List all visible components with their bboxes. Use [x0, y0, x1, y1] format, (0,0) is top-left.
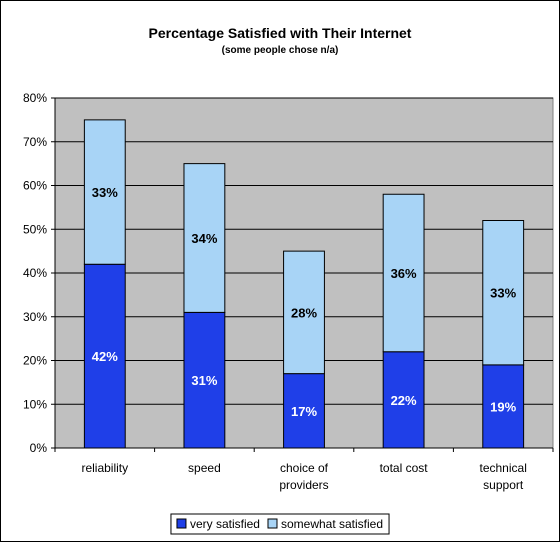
- legend-label: somewhat satisfied: [281, 517, 383, 531]
- y-tick-label: 70%: [23, 135, 47, 149]
- y-tick-label: 80%: [23, 91, 47, 105]
- x-category-label: speed: [188, 461, 221, 475]
- bar-segment: [482, 220, 525, 366]
- y-tick-label: 30%: [23, 310, 47, 324]
- data-label: 33%: [92, 185, 118, 200]
- x-category-label: technical support: [480, 461, 527, 492]
- gridlines: [55, 97, 553, 405]
- data-label: 31%: [191, 373, 217, 388]
- bar-segment: [83, 119, 126, 265]
- bar-segment: [183, 311, 226, 449]
- chart-subtitle: (some people chose n/a): [222, 45, 339, 56]
- y-tick-label: 0%: [30, 441, 48, 455]
- bar-segment: [83, 263, 126, 449]
- y-tick-label: 10%: [23, 397, 47, 411]
- bar-segment: [283, 250, 325, 375]
- data-label: 36%: [391, 266, 417, 281]
- data-label: 28%: [291, 305, 317, 320]
- x-category-label: choice of providers: [279, 461, 328, 492]
- legend-swatch: [176, 518, 187, 529]
- data-label: 34%: [191, 231, 217, 246]
- data-label: 17%: [291, 404, 317, 419]
- bar-segment: [382, 193, 425, 353]
- bar-segment: [283, 373, 325, 449]
- data-label: 19%: [490, 399, 516, 414]
- legend-swatch: [267, 518, 278, 529]
- legend-box: [170, 513, 390, 535]
- bar-segment: [382, 351, 425, 449]
- legend-item: very satisfied: [176, 517, 260, 531]
- bars: [83, 119, 525, 449]
- y-axis-ticks: 0% 10% 20% 30% 40% 50% 60% 70% 80%: [23, 91, 55, 455]
- data-label: 42%: [92, 349, 118, 364]
- legend: very satisfied somewhat satisfied: [170, 513, 390, 535]
- chart-title: Percentage Satisfied with Their Internet: [149, 25, 412, 41]
- data-label: 33%: [490, 286, 516, 301]
- data-label: 22%: [391, 393, 417, 408]
- y-tick-label: 40%: [23, 266, 47, 280]
- legend-label: very satisfied: [190, 517, 260, 531]
- y-tick-label: 20%: [23, 354, 47, 368]
- x-category-label: reliability: [81, 461, 128, 475]
- y-tick-label: 60%: [23, 179, 47, 193]
- axes: [54, 98, 554, 452]
- x-axis-categories: reliability speed choice of providers total …: [81, 461, 526, 492]
- bar-segment: [183, 163, 226, 313]
- y-tick-label: 50%: [23, 222, 47, 236]
- x-category-label: total cost: [380, 461, 429, 475]
- legend-item: somewhat satisfied: [267, 517, 383, 531]
- data-labels: 42% 33% 31% 34% 17% 28% 22% 36% 19% 33%: [92, 185, 517, 419]
